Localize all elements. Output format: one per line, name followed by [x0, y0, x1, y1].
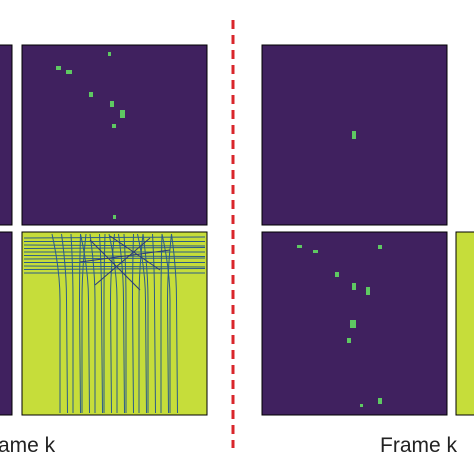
blob [378, 398, 382, 404]
contour-line [108, 233, 118, 413]
contour-line [80, 233, 90, 414]
contour-line [81, 233, 87, 413]
blob [352, 283, 356, 290]
contour-line [171, 233, 178, 414]
caption: Frame k [380, 434, 458, 457]
contour-line [160, 233, 163, 413]
contour-line [138, 233, 144, 413]
blob [350, 320, 356, 328]
contour-line [23, 247, 206, 249]
blob [313, 250, 318, 253]
blob [335, 272, 339, 277]
blob [108, 52, 111, 56]
blobs [56, 52, 382, 407]
contour-line [61, 233, 68, 414]
contour-line [142, 233, 149, 413]
blob [347, 338, 351, 343]
blob [112, 124, 116, 128]
blob [113, 215, 116, 219]
panel [0, 231, 13, 416]
blob [110, 101, 114, 107]
blob [297, 245, 302, 248]
contour-line [152, 233, 156, 414]
contour-line [103, 233, 106, 413]
panel [21, 44, 208, 226]
contour-line [51, 233, 61, 413]
contour-line [161, 233, 171, 413]
blob [366, 287, 370, 295]
contour-line [109, 233, 115, 414]
contour-line [131, 233, 134, 414]
panel [0, 44, 13, 226]
blob [352, 131, 356, 139]
panel [455, 231, 474, 416]
caption: ame k [0, 434, 56, 457]
contour-line [137, 233, 147, 414]
contour-line [79, 235, 171, 291]
contour-line [89, 233, 96, 413]
blob [360, 404, 363, 407]
blob [89, 92, 93, 97]
contour-line [78, 233, 81, 414]
contour-line [123, 233, 127, 413]
contour-line [70, 233, 74, 413]
blob [378, 245, 382, 249]
contour-line [99, 233, 103, 414]
blob [120, 110, 125, 118]
blob [66, 70, 72, 74]
contour-line [23, 255, 206, 257]
blob [56, 66, 61, 70]
contour-lines [23, 233, 206, 414]
panel [21, 231, 208, 416]
